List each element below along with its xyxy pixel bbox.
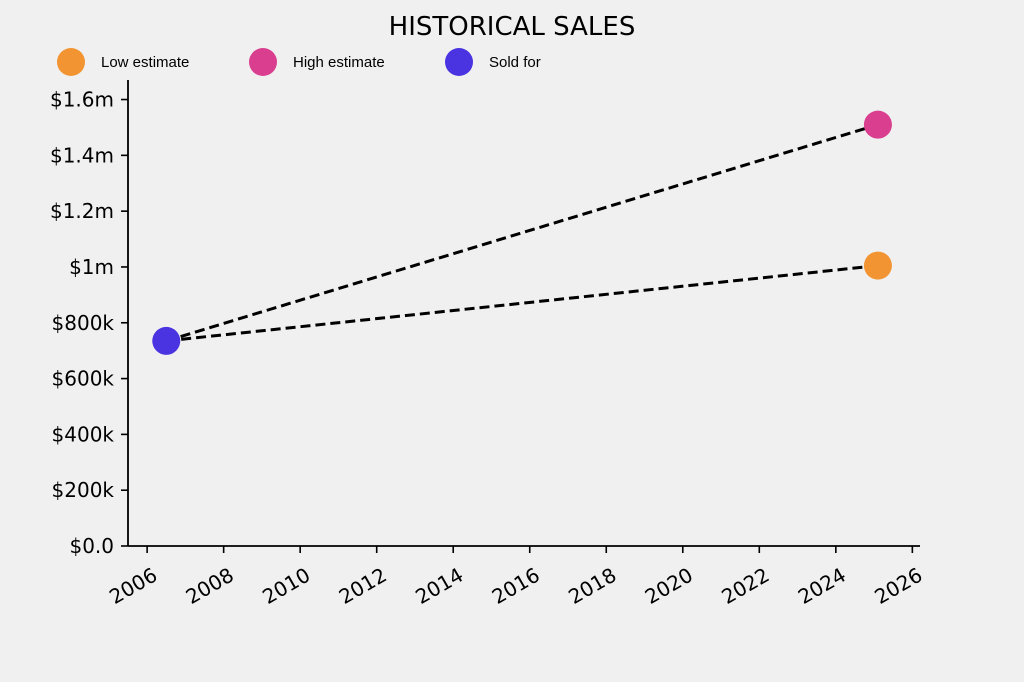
x-tick-label: 2024 [794,563,850,609]
legend-label-high-estimate: High estimate [293,54,385,71]
y-tick-label: $600k [52,367,115,391]
y-tick-label: $1m [69,255,114,279]
data-point-sold-for [152,326,181,355]
x-tick-label: 2016 [488,563,544,609]
x-tick-label: 2020 [641,563,697,609]
y-tick-label: $1.6m [50,88,114,112]
y-axis-ticks: $0.0 $200k $400k $600k $800k $1m $1.2m $1.4m $1.… [50,88,128,558]
y-tick-label: $1.2m [50,199,114,223]
y-tick-label: $200k [52,478,115,502]
chart-title: HISTORICAL SALES [389,12,636,42]
x-tick-label: 2008 [182,563,238,609]
legend-label-sold-for: Sold for [489,54,541,71]
data-point-low-estimate [863,251,892,280]
y-tick-label: $400k [52,422,115,446]
x-tick-label: 2026 [870,563,926,609]
series-lines [165,123,879,343]
x-axis-ticks: 2006 2008 2010 2012 2014 2016 2018 2020 2022 2024… [105,546,926,609]
y-tick-label: $0.0 [69,534,114,558]
x-tick-label: 2014 [411,563,467,609]
legend-marker-low-estimate [57,48,85,76]
x-tick-label: 2022 [717,563,773,609]
data-points [152,110,892,355]
legend-marker-high-estimate [249,48,277,76]
data-point-high-estimate [863,110,892,139]
legend: Low estimate High estimate Sold for [57,48,541,76]
y-tick-label: $1.4m [50,143,114,167]
legend-label-low-estimate: Low estimate [101,54,189,71]
dashed-line-1 [166,264,879,343]
x-tick-label: 2012 [335,563,391,609]
legend-marker-sold-for [445,48,473,76]
y-tick-label: $800k [52,311,115,335]
dashed-line-2 [165,123,879,343]
x-tick-label: 2006 [105,563,161,609]
axes [127,80,920,547]
x-tick-label: 2010 [258,563,314,609]
x-tick-label: 2018 [564,563,620,609]
